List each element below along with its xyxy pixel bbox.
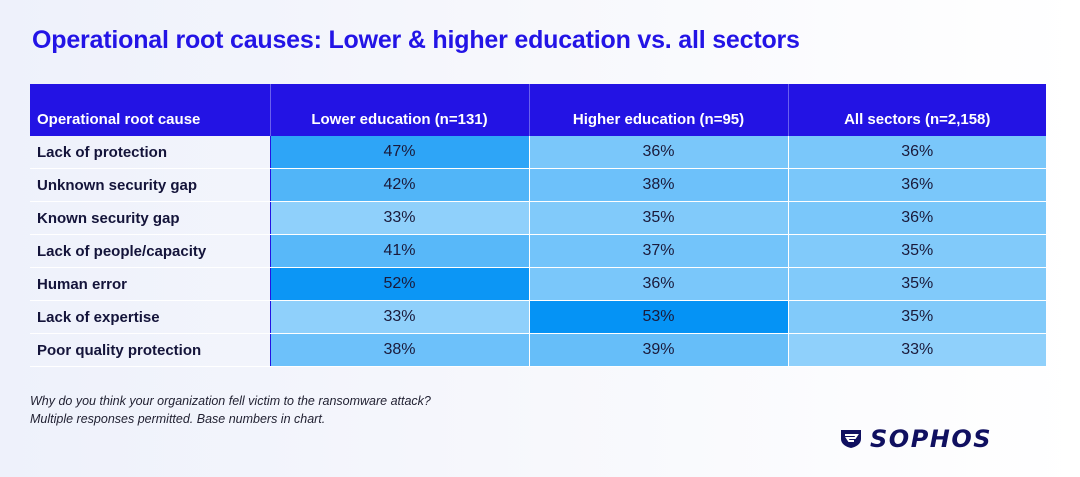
table-row: Human error 52% 36% 35% (30, 267, 1046, 301)
footnote-line-2: Multiple responses permitted. Base numbe… (30, 412, 326, 426)
value-cell: 33% (270, 300, 529, 334)
value-cell: 52% (270, 267, 529, 301)
table-row: Known security gap 33% 35% 36% (30, 201, 1046, 235)
row-label: Unknown security gap (30, 168, 271, 202)
value-cell: 37% (528, 234, 788, 268)
row-label: Lack of expertise (30, 300, 271, 334)
value-cell: 35% (787, 300, 1046, 334)
value-cell: 36% (528, 267, 788, 301)
value-cell: 33% (270, 201, 529, 235)
value-cell: 36% (528, 136, 788, 169)
value-cell: 36% (787, 201, 1046, 235)
row-label: Poor quality protection (30, 333, 271, 367)
value-cell: 42% (270, 168, 529, 202)
row-label: Known security gap (30, 201, 271, 235)
chart-title: Operational root causes: Lower & higher … (32, 26, 800, 54)
value-cell: 38% (270, 333, 529, 367)
root-cause-table: Operational root cause Lower education (n… (30, 84, 1046, 367)
table-row: Lack of expertise 33% 53% 35% (30, 300, 1046, 334)
sophos-shield-icon (841, 430, 861, 448)
footnote: Why do you think your organization fell … (30, 392, 431, 428)
footnote-line-1: Why do you think your organization fell … (30, 394, 431, 408)
value-cell: 35% (787, 234, 1046, 268)
value-cell: 35% (787, 267, 1046, 301)
value-cell: 47% (270, 136, 529, 169)
value-cell: 36% (787, 168, 1046, 202)
row-label: Lack of protection (30, 136, 271, 169)
table-row: Lack of protection 47% 36% 36% (30, 136, 1046, 169)
value-cell: 53% (528, 300, 788, 334)
table-body: Lack of protection 47% 36% 36% Unknown secur… (30, 136, 1046, 367)
table-row: Lack of people/capacity 41% 37% 35% (30, 234, 1046, 268)
column-header: Lower education (n=131) (269, 84, 529, 136)
value-cell: 41% (270, 234, 529, 268)
column-header: Higher education (n=95) (528, 84, 788, 136)
value-cell: 39% (528, 333, 788, 367)
column-header: All sectors (n=2,158) (787, 84, 1046, 136)
table-row: Unknown security gap 42% 38% 36% (30, 168, 1046, 202)
value-cell: 35% (528, 201, 788, 235)
value-cell: 33% (787, 333, 1046, 367)
row-label: Human error (30, 267, 271, 301)
table-row: Poor quality protection 38% 39% 33% (30, 333, 1046, 367)
logo-text: SOPHOS (870, 425, 993, 453)
value-cell: 36% (787, 136, 1046, 169)
row-label: Lack of people/capacity (30, 234, 271, 268)
table-header-row: Operational root cause Lower education (n… (30, 84, 1046, 136)
value-cell: 38% (528, 168, 788, 202)
sophos-logo: SOPHOS (838, 425, 992, 453)
column-header: Operational root cause (30, 84, 270, 136)
